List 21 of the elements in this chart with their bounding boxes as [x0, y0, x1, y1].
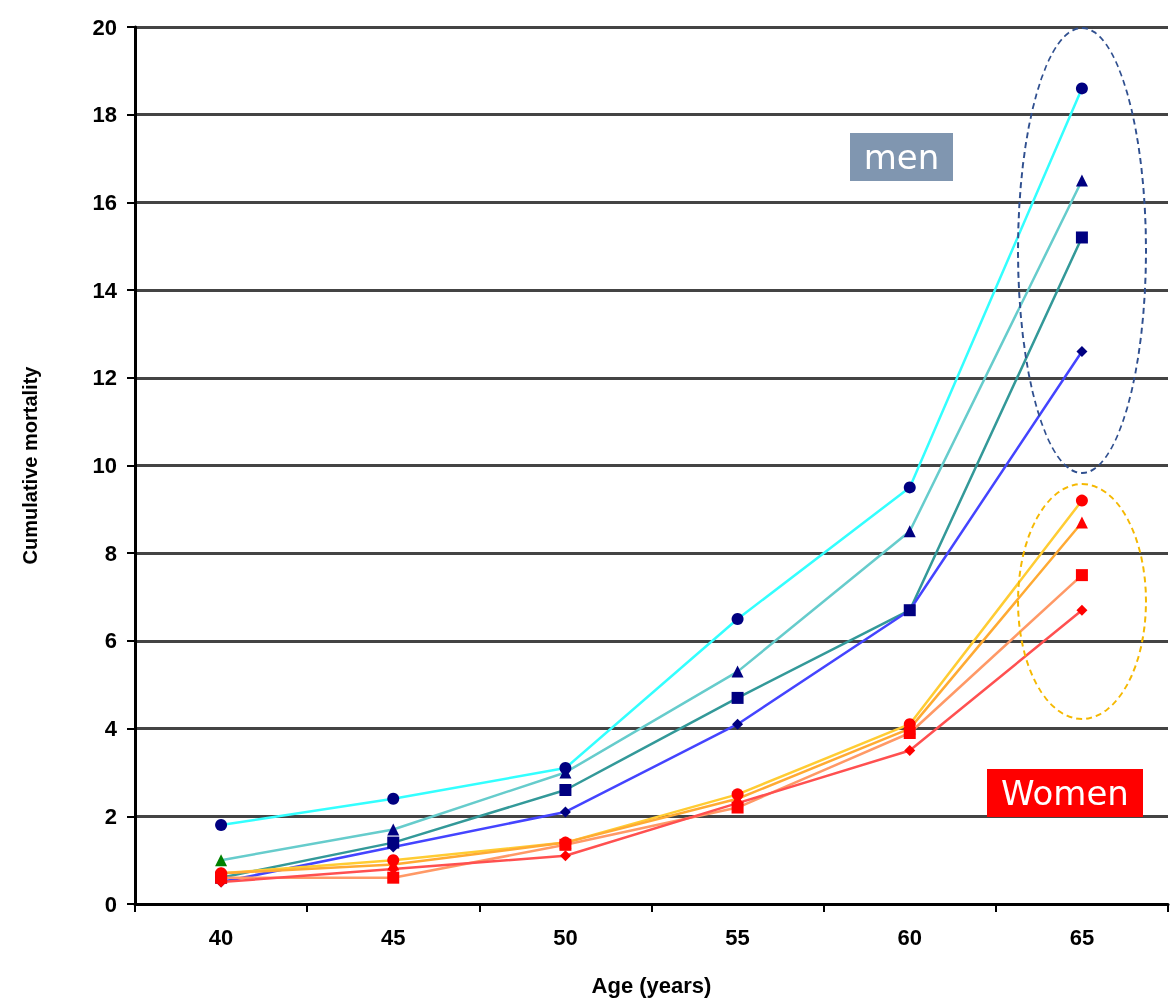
annotation: men — [849, 132, 954, 181]
y-tick-label: 20 — [92, 14, 117, 40]
x-tick-label: 60 — [897, 924, 922, 950]
y-tick-label: 10 — [92, 453, 117, 478]
y-tick-label: 18 — [92, 102, 117, 128]
y-tick-label: 8 — [104, 540, 117, 566]
x-tick-label: 65 — [1069, 924, 1095, 950]
y-tick-label: 14 — [92, 277, 118, 303]
annotation: Women — [986, 768, 1143, 817]
y-axis-title: Cumulative mortality — [19, 365, 41, 565]
y-tick-label: 16 — [92, 189, 117, 215]
y-tick-label: 0 — [104, 891, 117, 917]
x-tick-label: 45 — [381, 924, 406, 950]
x-tick-label: 40 — [208, 924, 234, 950]
y-tick-label: 2 — [104, 803, 117, 829]
y-tick-label: 4 — [104, 716, 118, 742]
y-tick-label: 12 — [92, 365, 117, 391]
x-tick-label: 50 — [553, 924, 578, 950]
y-tick-label: 6 — [104, 628, 117, 654]
x-tick-label: 55 — [725, 924, 750, 950]
x-axis-title: Age (years) — [591, 972, 712, 998]
